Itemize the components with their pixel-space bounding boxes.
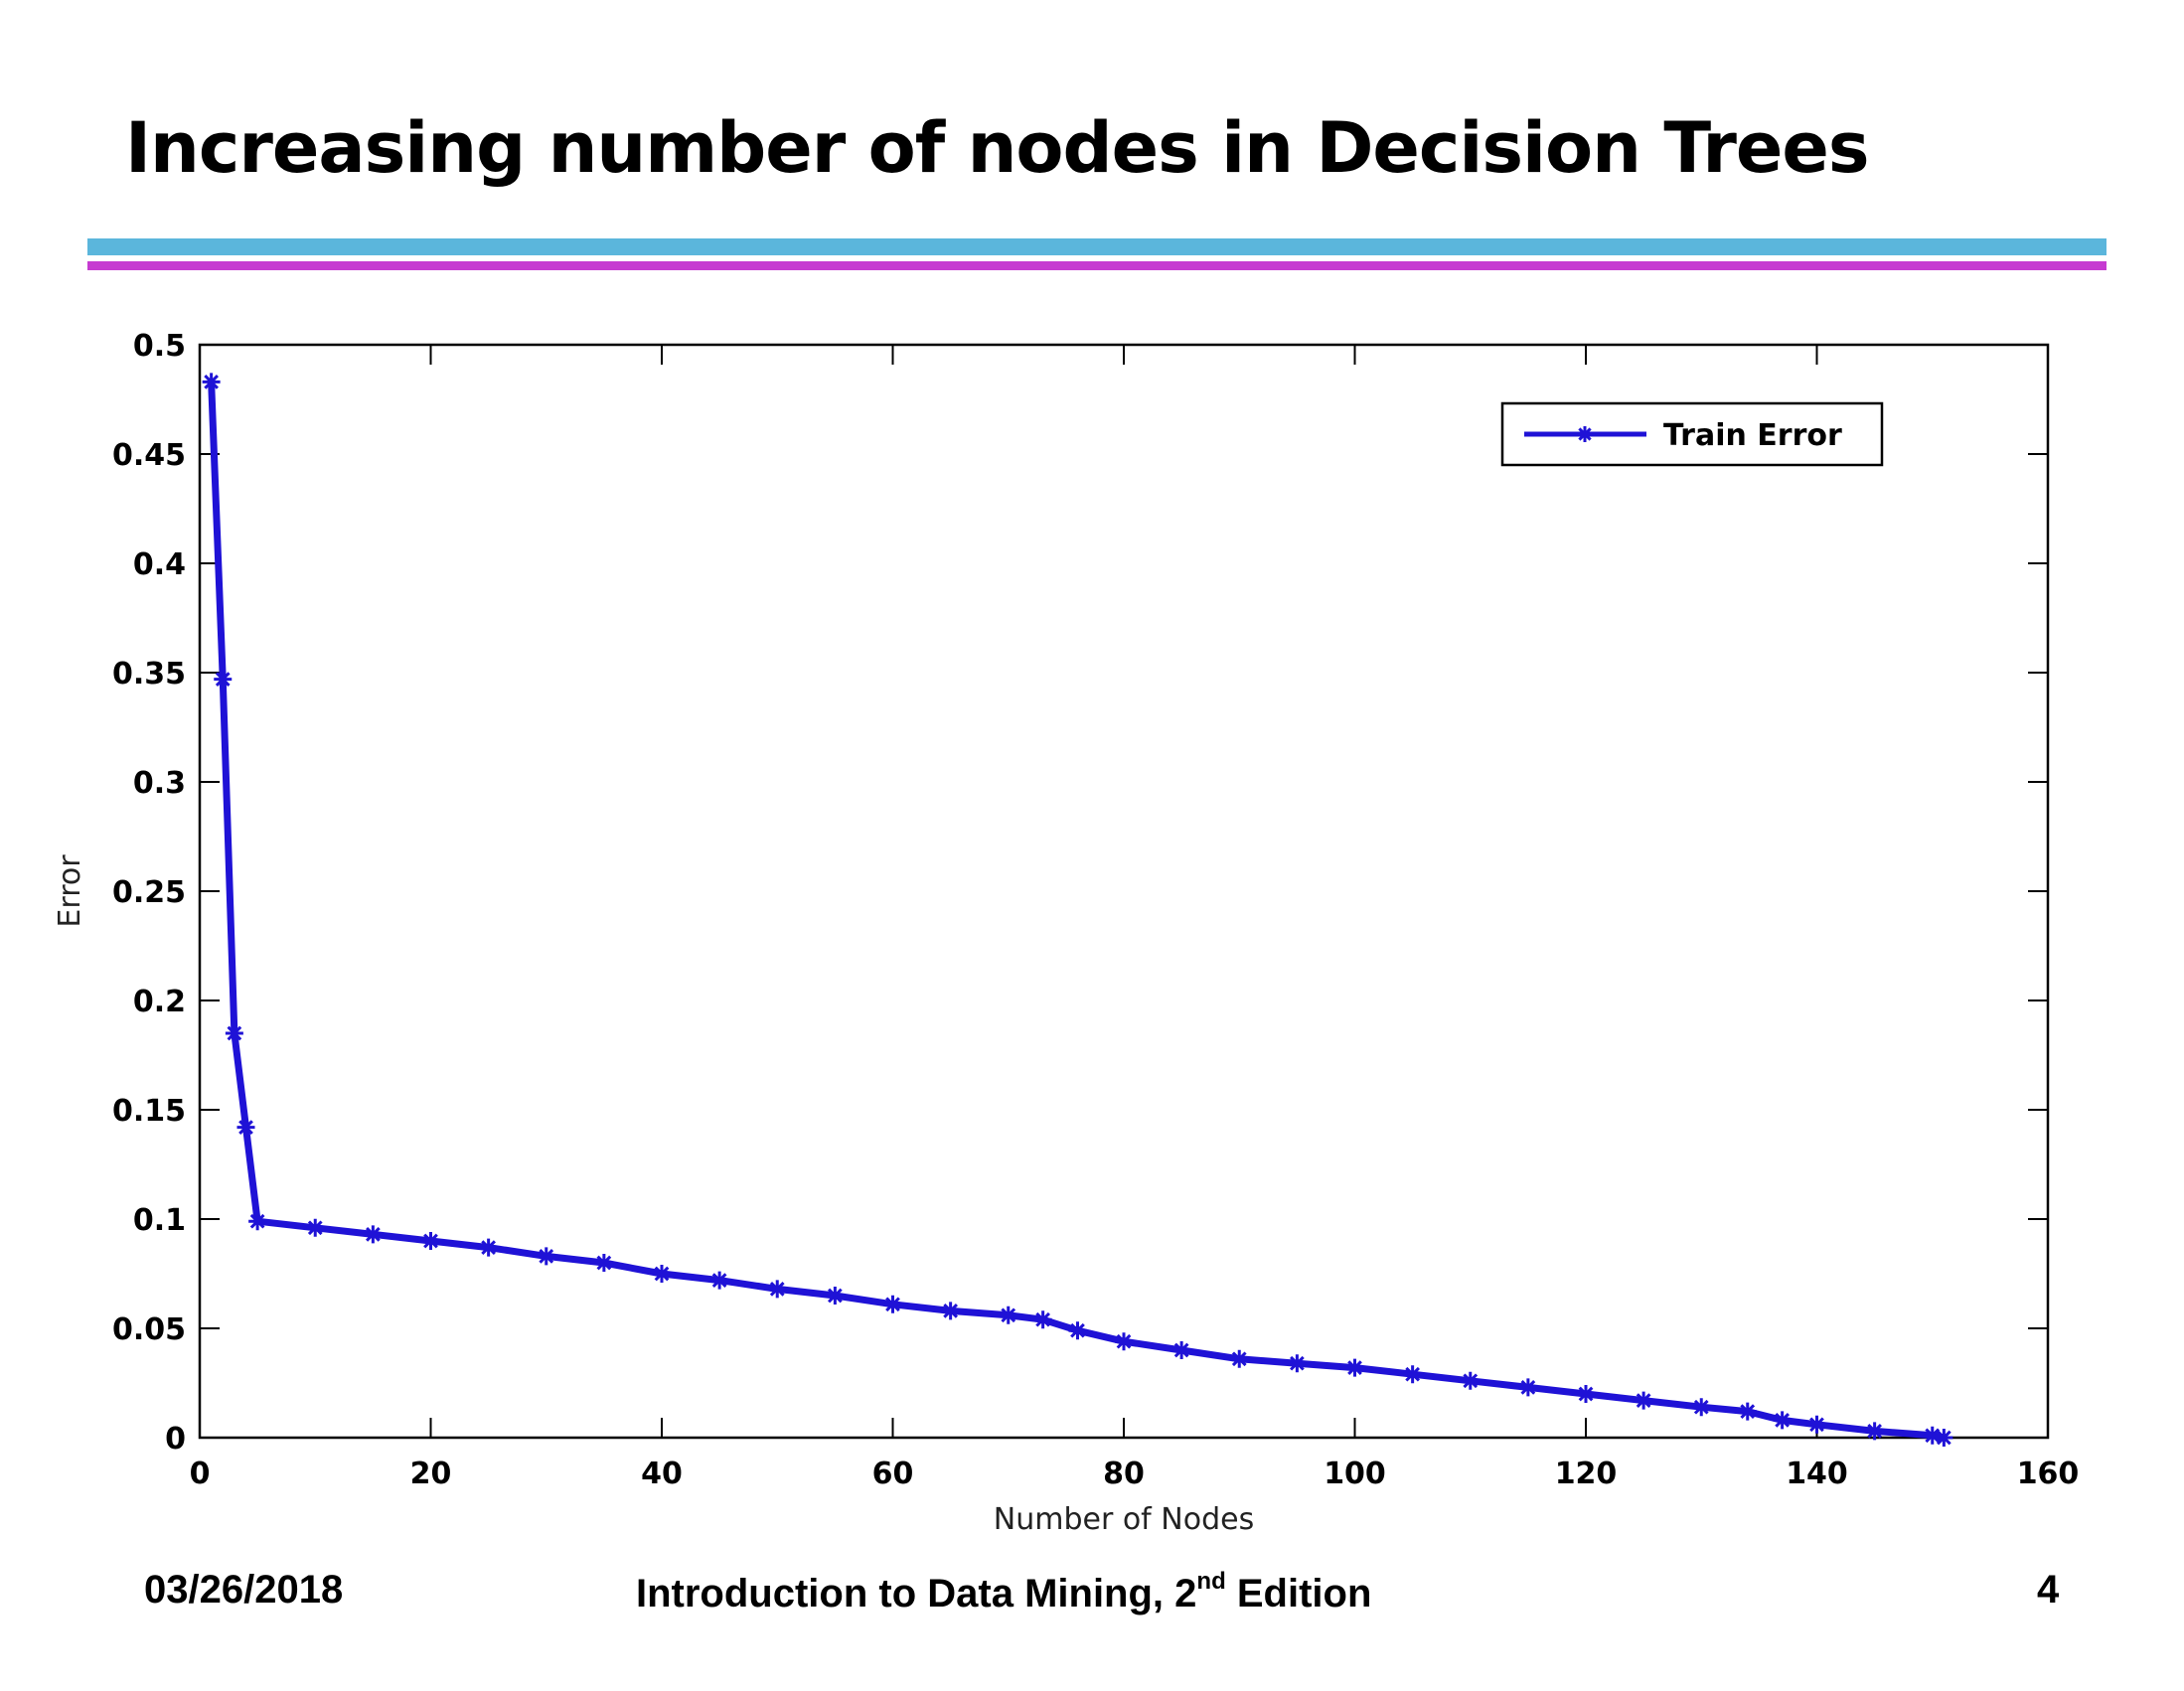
data-point (1115, 1332, 1133, 1351)
x-tick-label: 100 (1324, 1457, 1386, 1491)
y-tick-label: 0.5 (133, 329, 186, 364)
x-tick-label: 0 (190, 1457, 211, 1491)
data-point (1635, 1391, 1653, 1410)
plot-frame (198, 343, 2050, 1440)
footer-book-suffix: Edition (1225, 1572, 1372, 1615)
data-point (594, 1254, 613, 1272)
y-tick-label: 0 (165, 1422, 186, 1457)
footer-page-number: 4 (2037, 1568, 2060, 1612)
data-point (653, 1265, 671, 1283)
data-point (236, 1118, 255, 1137)
footer-book-title: Introduction to Data Mining, 2nd Edition (636, 1568, 1371, 1616)
data-point (1738, 1402, 1757, 1421)
data-point (1923, 1426, 1942, 1445)
data-point (1068, 1321, 1087, 1340)
data-point (1033, 1310, 1052, 1329)
data-point (1577, 1385, 1595, 1403)
y-tick-label: 0.35 (112, 657, 186, 692)
data-point (1518, 1378, 1537, 1397)
slide-title: Increasing number of nodes in Decision T… (125, 107, 1870, 189)
y-tick-label: 0.3 (133, 766, 186, 801)
data-point (941, 1302, 960, 1320)
data-point (1288, 1354, 1307, 1373)
title-rule-magenta (87, 261, 2106, 270)
footer-book-prefix: Introduction to Data Mining, 2 (636, 1572, 1197, 1615)
data-point (883, 1295, 902, 1313)
data-point (306, 1218, 325, 1237)
data-point (225, 1024, 243, 1042)
data-point (1345, 1358, 1364, 1377)
data-point (479, 1238, 498, 1257)
x-tick-label: 80 (1103, 1457, 1145, 1491)
title-rule-blue (87, 238, 2106, 255)
data-point (999, 1306, 1017, 1324)
data-point (826, 1287, 845, 1305)
x-axis-label: Number of Nodes (994, 1502, 1254, 1537)
x-tick-label: 140 (1786, 1457, 1848, 1491)
legend-label: Train Error (1663, 418, 1842, 453)
x-tick-label: 60 (872, 1457, 914, 1491)
y-axis-label: Error (53, 854, 87, 928)
x-tick-label: 20 (410, 1457, 452, 1491)
data-point (1172, 1341, 1191, 1359)
footer-book-sup: nd (1196, 1568, 1226, 1595)
y-tick-label: 0.05 (112, 1312, 186, 1347)
data-point (202, 373, 221, 391)
data-point (214, 670, 233, 689)
y-tick-label: 0.2 (133, 985, 186, 1019)
data-point (1230, 1349, 1249, 1368)
data-point (248, 1212, 267, 1231)
data-point (1865, 1422, 1884, 1441)
data-point (1692, 1398, 1711, 1417)
data-point (421, 1232, 440, 1250)
x-tick-label: 40 (641, 1457, 683, 1491)
data-point (768, 1280, 787, 1299)
data-point (1461, 1371, 1480, 1390)
y-tick-label: 0.45 (112, 438, 186, 473)
y-tick-label: 0.4 (133, 547, 186, 582)
data-point (1403, 1365, 1422, 1384)
y-tick-label: 0.25 (112, 875, 186, 910)
data-point (537, 1247, 555, 1266)
data-point (1935, 1429, 1953, 1447)
x-tick-label: 120 (1555, 1457, 1618, 1491)
data-point (1773, 1411, 1792, 1430)
x-tick-label: 160 (2017, 1457, 2080, 1491)
y-tick-label: 0.1 (133, 1203, 186, 1238)
legend-marker (1577, 426, 1593, 442)
footer-date: 03/26/2018 (144, 1568, 344, 1612)
data-point (710, 1271, 729, 1290)
y-tick-label: 0.15 (112, 1094, 186, 1129)
data-point (1807, 1415, 1826, 1434)
data-point (364, 1225, 383, 1244)
